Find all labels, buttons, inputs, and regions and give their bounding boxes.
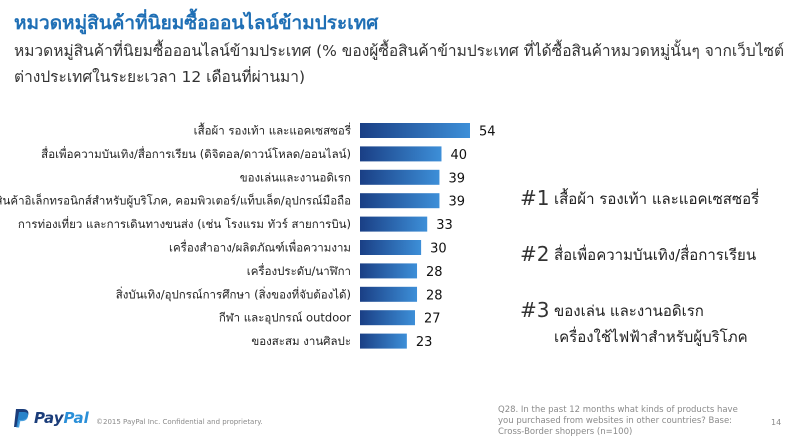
value-label: 27 (424, 312, 441, 327)
page-subtitle: หมวดหมู่สินค้าที่นิยมซื้อออนไลน์ข้ามประเ… (14, 42, 785, 86)
highlight-text-1: เสื้อผ้า รองเท้า และแอคเซสซอรี่ (554, 190, 760, 208)
category-label: กีฬา และอุปกรณ์ outdoor (219, 311, 351, 325)
value-label: 39 (448, 171, 465, 186)
category-label: ของสะสม งานศิลปะ (251, 334, 351, 348)
paypal-logo: PayPal (12, 408, 89, 428)
value-label: 28 (426, 288, 443, 303)
bar-chart: เสื้อผ้า รองเท้า และแอคเซสซอรี่ 54 สื่อเพื… (0, 123, 496, 351)
value-label: 39 (448, 195, 465, 210)
value-label: 23 (416, 335, 433, 350)
copyright-note: ©2015 PayPal Inc. Confidential and propr… (96, 418, 263, 426)
bar (360, 240, 422, 255)
value-label: 54 (479, 125, 496, 140)
category-label: เครื่องประดับ/นาฬิกา (247, 263, 351, 278)
category-label: สิ่งบันเทิง/อุปกรณ์การศึกษา (สิ่งของที่จ… (116, 286, 351, 301)
value-label: 33 (436, 218, 453, 233)
highlight-text-3b: เครื่องใช้ไฟฟ้าสำหรับผู้บริโภค (554, 328, 748, 346)
category-label: สื่อเพื่อความบันเทิง/สื่อการเรียน (ดิจิต… (41, 146, 351, 161)
page-title: หมวดหมู่สินค้าที่นิยมซื้อออนไลน์ข้ามประเ… (14, 12, 379, 34)
bar (360, 169, 440, 185)
highlight-text-2: สื่อเพื่อความบันเทิง/สื่อการเรียน (554, 246, 757, 264)
category-label: เครื่องสำอาง/ผลิตภัณฑ์เพื่อความงาม (169, 240, 351, 255)
bar (360, 333, 407, 349)
logo-pal-text: Pal (63, 409, 89, 427)
paypal-p-icon (13, 409, 29, 428)
category-label: สินค้าอิเล็กทรอนิกส์สำหรับผู้บริโภค, คอม… (0, 193, 351, 208)
highlight-rank-2: #2 (520, 242, 550, 266)
highlight-rank-3: #3 (520, 298, 550, 322)
category-label: ของเล่นและงานอดิเรก (240, 170, 351, 184)
bar (360, 193, 440, 209)
highlight-text-3a: ของเล่น และงานอดิเรก (554, 302, 704, 320)
logo-pay-text: Pay (34, 409, 64, 427)
bar (360, 146, 442, 162)
bar (360, 310, 415, 326)
value-label: 40 (450, 148, 467, 163)
highlight-rank-1: #1 (520, 186, 550, 210)
value-label: 30 (430, 242, 447, 257)
bar (360, 286, 418, 302)
category-label: เสื้อผ้า รองเท้า และแอคเซสซอรี่ (194, 123, 351, 138)
bar (360, 123, 470, 138)
bar (360, 216, 428, 232)
value-label: 28 (426, 265, 443, 280)
bar (360, 263, 418, 279)
page-number: 14 (771, 418, 782, 427)
source-note: Q28. In the past 12 months what kinds of… (498, 405, 738, 437)
category-label: การท่องเที่ยว และการเดินทางขนส่ง (เช่น โ… (18, 216, 351, 231)
